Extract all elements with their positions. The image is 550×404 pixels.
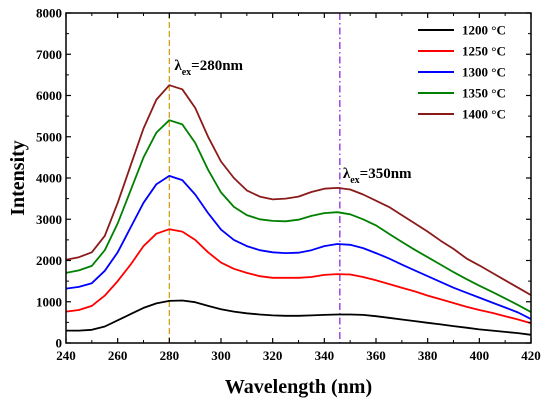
legend-label: 1400 °C (462, 107, 506, 122)
series-line-1 (66, 299, 532, 336)
x-tick-label: 280 (160, 348, 180, 363)
y-tick-label: 0 (56, 336, 63, 351)
x-tick-label: 240 (56, 348, 76, 363)
annotation-label-1: λex=280nm (174, 58, 243, 78)
y-tick-label: 4000 (36, 171, 62, 186)
x-tick-label: 320 (263, 348, 283, 363)
y-tick-label: 8000 (36, 6, 62, 21)
y-tick-label: 3000 (36, 212, 62, 227)
x-tick-label: 380 (418, 348, 438, 363)
x-tick-label: 340 (315, 348, 335, 363)
y-tick-label: 6000 (36, 88, 62, 103)
legend-label: 1250 °C (462, 44, 506, 59)
x-tick-label: 400 (470, 348, 490, 363)
y-tick-label: 5000 (36, 129, 62, 144)
x-tick-label: 300 (211, 348, 231, 363)
x-axis-label: Wavelength (nm) (225, 376, 372, 398)
series-line-4 (65, 119, 532, 313)
annotations: λex=280nm λex=350nm (174, 58, 412, 186)
y-tick-label: 7000 (36, 47, 62, 62)
x-tick-label: 420 (521, 348, 541, 363)
series-lines (65, 84, 532, 336)
annotation-lines (168, 13, 341, 343)
series-line-5 (65, 84, 532, 296)
axis-ticks: 240 260 280 300 320 340 360 380 400 420 0 1000 2000 3… (36, 6, 541, 364)
legend-label: 1300 °C (462, 65, 506, 80)
series-line-2 (65, 228, 532, 325)
y-tick-label: 2000 (36, 253, 62, 268)
legend: 1200 °C 1250 °C 1300 °C 1350 °C 1400 °C (418, 23, 506, 122)
y-tick-label: 1000 (36, 294, 62, 309)
legend-label: 1350 °C (462, 86, 506, 101)
x-tick-label: 260 (108, 348, 128, 363)
annotation-label-2: λex=350nm (343, 166, 412, 186)
series-line-3 (65, 175, 532, 320)
x-tick-label: 360 (366, 348, 386, 363)
y-axis-label: Intensity (7, 140, 29, 216)
legend-label: 1200 °C (462, 23, 506, 38)
